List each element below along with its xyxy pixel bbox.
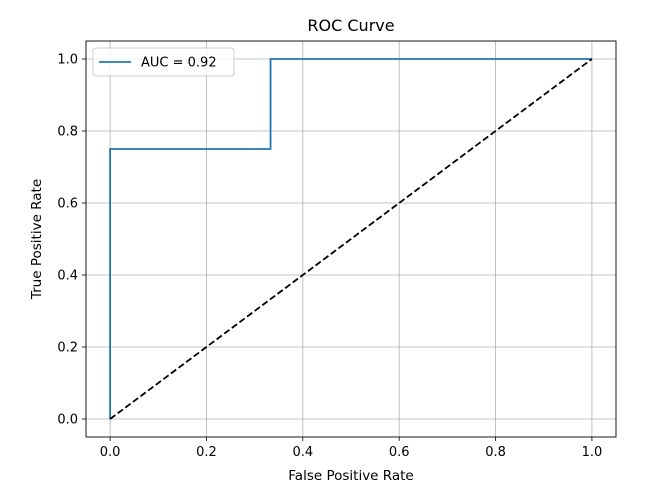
y-tick-label: 0.8 xyxy=(57,125,78,140)
y-tick-label: 0.4 xyxy=(57,269,78,284)
legend-box xyxy=(92,47,235,77)
y-tick-label: 0.6 xyxy=(57,197,78,212)
y-axis-label: True Positive Rate xyxy=(29,179,45,300)
plot-frame xyxy=(85,40,617,438)
x-tick-label: 0.0 xyxy=(100,445,121,460)
ticks: 0.0 0.2 0.4 0.6 0.8 1.0 0.0 0.2 0.4 0.6 0.8 1.0 xyxy=(57,53,602,461)
grid xyxy=(86,41,616,437)
series-layer xyxy=(109,58,593,420)
chart-title: ROC Curve xyxy=(307,16,394,35)
x-tick-label: 0.6 xyxy=(389,445,410,460)
legend-label: AUC = 0.92 xyxy=(141,56,217,71)
y-tick-label: 1.0 xyxy=(57,53,78,68)
x-tick-label: 0.2 xyxy=(196,445,217,460)
x-tick-label: 1.0 xyxy=(582,445,603,460)
y-tick-label: 0.2 xyxy=(57,341,78,356)
legend: AUC = 0.92 xyxy=(92,47,235,77)
chance-diagonal-line xyxy=(109,58,593,420)
roc-curve-line xyxy=(109,58,592,419)
x-tick-label: 0.8 xyxy=(485,445,506,460)
y-tick-label: 0.0 xyxy=(57,413,78,428)
x-tick-label: 0.4 xyxy=(292,445,313,460)
x-axis-label: False Positive Rate xyxy=(288,468,413,484)
